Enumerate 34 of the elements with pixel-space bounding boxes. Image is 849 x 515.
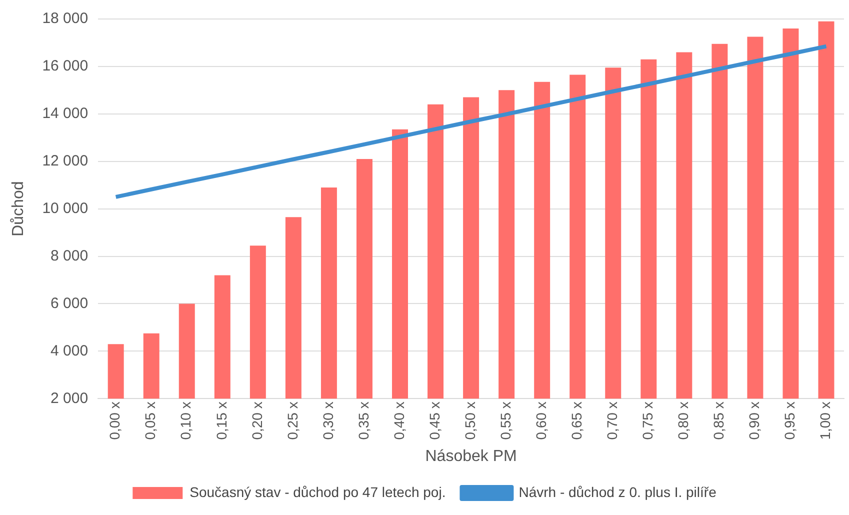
y-tick-label: 16 000 (42, 58, 88, 75)
y-tick-label: 12 000 (42, 152, 88, 170)
y-tick-label: 8 000 (50, 247, 88, 264)
x-tick-label: 0,85 x (710, 402, 727, 440)
x-tick-label: 0,05 x (142, 402, 158, 440)
x-tick-label: 0,45 x (426, 402, 442, 440)
x-tick-label: 0,20 x (248, 402, 265, 440)
x-tick-label: 0,40 x (390, 402, 407, 440)
legend-label: Návrh - důchod z 0. plus I. pilíře (518, 484, 717, 500)
x-tick-label: 0,00 x (106, 402, 123, 440)
y-tick-label: 14 000 (42, 105, 88, 122)
legend-label: Současný stav - důchod po 47 letech poj. (190, 484, 446, 500)
y-axis-title: Důchod (10, 181, 28, 236)
x-tick-label: 0,15 x (213, 402, 230, 440)
x-tick-label: 0,75 x (640, 402, 656, 440)
x-tick-label: 0,60 x (532, 402, 549, 440)
x-tick-label: 0,25 x (284, 402, 300, 440)
x-tick-label: 0,70 x (604, 402, 620, 440)
x-tick-label: 0,95 x (782, 402, 798, 440)
x-tick-label: 0,10 x (178, 402, 194, 440)
x-axis-title: Násobek PM (425, 448, 517, 465)
x-tick-label: 0,30 x (320, 402, 336, 440)
x-tick-label: 0,80 x (675, 402, 692, 440)
y-tick-label: 10 000 (42, 200, 88, 217)
x-tick-label: 0,65 x (568, 402, 584, 440)
y-tick-label: 4 000 (50, 342, 88, 360)
y-tick-label: 18 000 (42, 10, 88, 28)
y-tick-label: 6 000 (50, 294, 88, 312)
x-tick-label: 0,55 x (497, 402, 514, 440)
y-tick-label: 2 000 (50, 390, 88, 407)
x-tick-label: 1,00 x (817, 402, 834, 440)
x-tick-label: 0,35 x (355, 402, 372, 440)
x-tick-label: 0,90 x (746, 402, 762, 440)
x-tick-label: 0,50 x (462, 402, 478, 440)
